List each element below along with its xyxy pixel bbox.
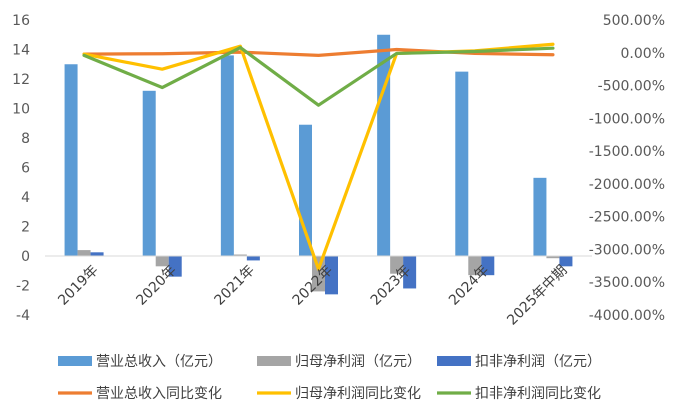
legend-swatch-bar-1 <box>58 356 92 366</box>
lines-layer <box>82 42 555 271</box>
bar-2-2 <box>155 256 169 267</box>
left-tick-label: 16 <box>12 13 30 29</box>
bar-1-3 <box>220 55 234 257</box>
right-tick-label: -2000.00% <box>589 177 665 193</box>
bar-2-4 <box>312 256 325 292</box>
left-tick-label: 10 <box>12 102 30 118</box>
bar-1-6 <box>455 71 469 257</box>
bar-3-7 <box>559 256 573 267</box>
legend: 营业总收入（亿元） 归母净利润（亿元） 扣非净利润（亿元） 营业总收入同比变化 归母净利… <box>58 353 601 402</box>
bar-3-5 <box>403 256 417 289</box>
right-tick-label: -500.00% <box>598 79 665 95</box>
legend-swatch-bar-2 <box>257 356 291 366</box>
left-tick-label: 8 <box>21 131 30 147</box>
legend-label-line-3: 扣非净利润同比变化 <box>475 386 601 402</box>
x-tick-label: 2020年 <box>133 262 179 308</box>
right-tick-label: 500.00% <box>603 13 665 29</box>
bar-1-1 <box>64 64 78 256</box>
right-tick-label: -4000.00% <box>589 308 665 324</box>
bar-1-5 <box>377 34 391 256</box>
bar-2-6 <box>468 256 482 276</box>
bar-3-3 <box>246 256 260 261</box>
left-tick-label: 0 <box>21 249 30 265</box>
right-tick-label: -1000.00% <box>589 111 665 127</box>
right-tick-label: -3500.00% <box>589 275 665 291</box>
legend-label-line-2: 归母净利润同比变化 <box>295 385 421 402</box>
bar-3-6 <box>481 256 495 276</box>
bar-1-2 <box>142 90 156 256</box>
bar-2-5 <box>390 256 404 274</box>
left-tick-label: 2 <box>21 220 30 236</box>
bar-3-2 <box>168 256 182 277</box>
bar-2-3 <box>233 254 247 256</box>
legend-label-bar-1: 营业总收入（亿元） <box>96 354 222 370</box>
left-tick-label: 12 <box>12 72 30 88</box>
left-tick-label: -4 <box>16 308 30 324</box>
right-tick-label: -2500.00% <box>589 210 665 226</box>
right-axis-ticks: 500.00% 0.00% -500.00% -1000.00% -1500.00% -2… <box>589 13 665 324</box>
legend-swatch-bar-3 <box>437 356 471 366</box>
left-tick-label: 4 <box>21 190 30 206</box>
left-axis-ticks: 16 14 12 10 8 6 4 2 0 -2 -4 <box>12 13 30 324</box>
legend-label-line-1: 营业总收入同比变化 <box>96 386 222 402</box>
legend-label-bar-2: 归母净利润（亿元） <box>295 353 421 370</box>
legend-label-bar-3: 扣非净利润（亿元） <box>475 354 601 370</box>
bar-3-1 <box>90 252 104 256</box>
right-tick-label: 0.00% <box>621 46 665 62</box>
left-tick-label: 14 <box>12 43 30 59</box>
right-tick-label: -3000.00% <box>589 242 665 258</box>
x-tick-label: 2019年 <box>55 262 101 308</box>
left-tick-label: -2 <box>16 279 30 295</box>
line-series-1 <box>82 47 555 58</box>
bar-1-7 <box>533 177 547 256</box>
bars-layer <box>64 34 573 295</box>
bar-2-1 <box>77 250 91 256</box>
x-tick-label: 2025年中期 <box>504 262 570 328</box>
line-series-3 <box>82 45 555 107</box>
left-tick-label: 6 <box>21 161 30 177</box>
bar-2-7 <box>546 256 560 259</box>
right-tick-label: -1500.00% <box>589 144 665 160</box>
bar-3-4 <box>325 256 338 295</box>
x-tick-label: 2021年 <box>212 262 258 308</box>
